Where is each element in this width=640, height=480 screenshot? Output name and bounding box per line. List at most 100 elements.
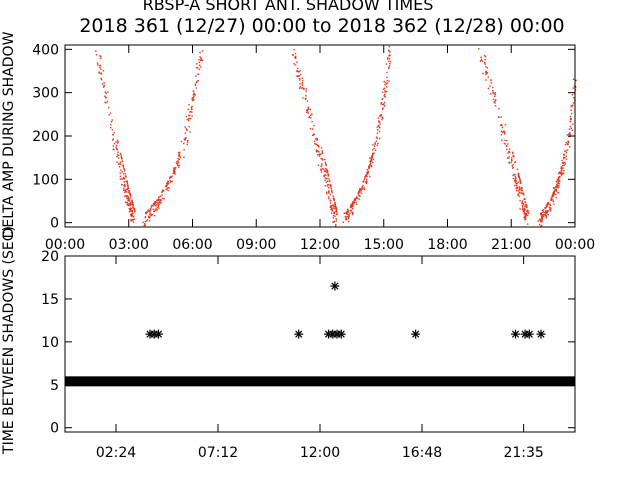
top-data-point — [326, 185, 329, 187]
top-data-point — [123, 167, 125, 170]
top-data-point — [541, 220, 543, 223]
top-data-point — [505, 145, 508, 147]
top-data-point — [480, 56, 482, 58]
top-data-point — [335, 225, 337, 227]
top-x-tick-label: 21:00 — [491, 237, 531, 253]
top-data-point — [150, 204, 153, 207]
top-data-point — [508, 148, 511, 150]
top-data-point — [503, 130, 505, 132]
top-data-point — [569, 146, 571, 148]
top-data-point — [336, 211, 338, 213]
top-data-point — [368, 165, 371, 168]
top-data-point — [331, 192, 333, 194]
top-data-point — [557, 187, 559, 189]
top-data-point — [325, 168, 327, 170]
top-data-point — [564, 163, 566, 165]
top-data-point — [312, 134, 314, 136]
top-data-point — [380, 103, 382, 105]
top-data-point — [485, 66, 487, 68]
top-data-point — [330, 205, 332, 207]
top-data-point — [191, 108, 193, 110]
top-data-point — [360, 190, 362, 192]
top-data-point — [326, 168, 328, 171]
top-data-point — [566, 134, 568, 136]
top-data-point — [350, 210, 352, 212]
top-data-point — [562, 173, 564, 175]
top-data-point — [545, 206, 548, 208]
top-data-point — [353, 198, 356, 200]
top-data-point — [95, 54, 98, 56]
top-data-point — [346, 210, 348, 212]
top-data-point — [322, 152, 324, 154]
top-data-point — [571, 112, 573, 115]
top-data-point — [292, 54, 294, 56]
top-data-point — [198, 61, 201, 63]
top-data-point — [359, 188, 362, 190]
top-data-point — [120, 155, 122, 157]
top-data-point — [145, 211, 148, 213]
top-data-point — [116, 139, 119, 142]
bottom-x-tick-label: 07:12 — [198, 445, 238, 461]
top-data-point — [561, 174, 563, 176]
top-data-point — [370, 165, 373, 167]
top-data-point — [184, 139, 187, 141]
top-data-point — [131, 213, 133, 215]
top-data-point — [161, 197, 164, 200]
top-data-point — [547, 210, 550, 212]
top-data-point — [569, 120, 571, 122]
top-data-point — [125, 176, 127, 178]
top-data-point — [167, 183, 169, 185]
top-data-point — [189, 131, 191, 133]
top-data-point — [524, 209, 526, 211]
top-data-point — [321, 164, 323, 166]
top-data-point — [159, 195, 162, 197]
top-data-point — [569, 132, 571, 134]
top-data-point — [504, 124, 507, 126]
top-data-point — [347, 217, 350, 220]
top-data-point — [122, 166, 125, 168]
top-data-point — [378, 137, 381, 140]
top-data-point — [303, 88, 305, 90]
top-data-point — [570, 105, 572, 107]
top-data-point — [522, 206, 524, 208]
top-data-point — [545, 211, 547, 214]
bottom-y-tick-label: 20 — [41, 249, 59, 265]
top-data-point — [335, 208, 337, 210]
top-data-point — [194, 83, 197, 85]
top-data-point — [334, 203, 336, 205]
top-data-point — [520, 189, 523, 192]
bottom-y-tick-label: 10 — [41, 335, 59, 351]
top-data-point — [301, 87, 303, 89]
top-data-point — [512, 151, 514, 154]
top-data-point — [363, 187, 365, 189]
top-data-point — [149, 215, 151, 217]
top-data-point — [316, 150, 319, 152]
top-data-point — [487, 76, 489, 78]
top-data-point — [566, 149, 569, 151]
top-data-point — [335, 206, 337, 208]
top-data-point — [163, 198, 165, 200]
top-data-point — [148, 220, 151, 222]
top-data-point — [378, 125, 380, 128]
top-data-point — [523, 212, 525, 215]
top-data-point — [318, 146, 320, 148]
top-data-point — [117, 151, 119, 153]
top-data-point — [124, 189, 126, 191]
top-panel: 0 100 200 300 400 00:00 03:00 06:00 09:00 12:00 15… — [32, 42, 595, 253]
top-data-point — [351, 203, 354, 205]
top-data-point — [123, 189, 125, 191]
top-data-point — [386, 83, 388, 85]
top-data-point — [547, 214, 549, 216]
top-data-point — [546, 210, 548, 212]
top-data-point — [128, 200, 131, 202]
top-data-point — [133, 209, 135, 211]
top-data-point — [186, 143, 189, 146]
top-data-point — [355, 198, 357, 200]
top-data-point — [127, 197, 129, 199]
top-data-point — [132, 203, 134, 205]
top-data-point — [328, 196, 330, 198]
top-data-point — [189, 111, 191, 113]
top-data-point — [560, 166, 563, 168]
top-data-point — [104, 91, 107, 93]
